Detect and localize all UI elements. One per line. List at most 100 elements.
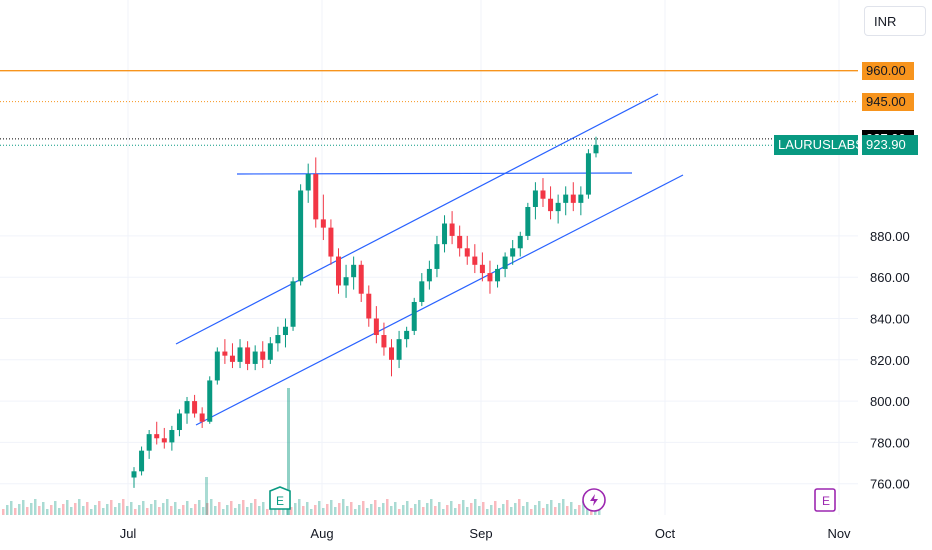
- candle-body[interactable]: [373, 318, 379, 336]
- candle-body[interactable]: [419, 281, 425, 302]
- candle-body[interactable]: [472, 256, 478, 265]
- volume-bar: [194, 504, 197, 515]
- volume-bar: [526, 502, 529, 515]
- candle-body[interactable]: [358, 264, 364, 294]
- candle-body[interactable]: [252, 351, 258, 364]
- candle-body[interactable]: [495, 268, 501, 282]
- y-tick-label: 780.00: [870, 435, 910, 450]
- volume-bar: [74, 503, 77, 515]
- volume-bar: [394, 502, 397, 515]
- candle-body[interactable]: [192, 401, 198, 414]
- candle-body[interactable]: [335, 256, 341, 286]
- candle-body[interactable]: [366, 293, 372, 319]
- candle-body[interactable]: [290, 281, 296, 327]
- candle-body[interactable]: [222, 351, 228, 356]
- volume-bar: [334, 507, 337, 515]
- volume-bar: [474, 499, 477, 515]
- resistance-line[interactable]: [236, 172, 633, 175]
- candle-body[interactable]: [131, 471, 137, 478]
- volume-bar: [418, 500, 421, 515]
- candle-body[interactable]: [305, 173, 311, 191]
- candle-body[interactable]: [267, 343, 273, 360]
- y-tick-label: 880.00: [870, 229, 910, 244]
- volume-bar: [390, 506, 393, 515]
- candle-body[interactable]: [260, 351, 266, 360]
- candle-body[interactable]: [464, 248, 470, 257]
- candle-body[interactable]: [328, 227, 334, 257]
- candle-body[interactable]: [146, 434, 152, 451]
- candle-body[interactable]: [517, 235, 523, 249]
- volume-bar: [398, 509, 401, 515]
- volume-bar: [18, 504, 21, 515]
- candle-body[interactable]: [525, 206, 531, 236]
- candle-body[interactable]: [229, 355, 235, 362]
- candle-body[interactable]: [396, 339, 402, 360]
- dividend-icon[interactable]: [582, 488, 606, 512]
- candle-body[interactable]: [442, 223, 448, 245]
- candle-body[interactable]: [161, 438, 167, 443]
- candle-body[interactable]: [532, 190, 538, 207]
- volume-bar: [46, 509, 49, 515]
- earnings-icon[interactable]: E: [269, 486, 291, 510]
- volume-bar: [258, 506, 261, 515]
- candle-body[interactable]: [548, 198, 554, 212]
- candle-body[interactable]: [199, 413, 205, 422]
- candle-body[interactable]: [207, 380, 213, 422]
- candle-body[interactable]: [487, 273, 493, 282]
- svg-text:E: E: [276, 494, 284, 508]
- candle-body[interactable]: [502, 256, 508, 269]
- volume-bar: [554, 507, 557, 515]
- volume-bar: [146, 508, 149, 515]
- candle-body[interactable]: [381, 335, 387, 348]
- candle-body[interactable]: [139, 450, 145, 472]
- candle-body[interactable]: [275, 335, 281, 344]
- candle-body[interactable]: [245, 347, 251, 364]
- volume-bar: [570, 502, 573, 515]
- candle-body[interactable]: [434, 244, 440, 269]
- candle-body[interactable]: [555, 202, 561, 212]
- volume-bar: [438, 502, 441, 515]
- candle-body[interactable]: [169, 430, 175, 443]
- candle-body[interactable]: [298, 190, 304, 282]
- volume-bar: [94, 505, 97, 515]
- candle-body[interactable]: [593, 145, 599, 154]
- candle-body[interactable]: [457, 235, 463, 249]
- candle-body[interactable]: [237, 347, 243, 362]
- volume-bar: [542, 508, 545, 515]
- candle-body[interactable]: [578, 194, 584, 203]
- volume-bar: [186, 501, 189, 515]
- candle-body[interactable]: [313, 173, 319, 220]
- candle-body[interactable]: [343, 277, 349, 286]
- candle-body[interactable]: [570, 194, 576, 203]
- candle-body[interactable]: [351, 264, 357, 278]
- candle-body[interactable]: [563, 194, 569, 203]
- trendlines[interactable]: [175, 93, 684, 426]
- volume-bar: [366, 508, 369, 515]
- currency-selector[interactable]: INR: [864, 6, 926, 36]
- candle-body[interactable]: [449, 223, 455, 236]
- candle-body[interactable]: [510, 248, 516, 257]
- candle-body[interactable]: [176, 413, 182, 431]
- earnings-upcoming-icon[interactable]: E: [814, 488, 836, 512]
- candle-body[interactable]: [282, 326, 288, 336]
- volume-bar: [254, 499, 257, 515]
- candle-body[interactable]: [540, 190, 546, 199]
- volume-bar: [378, 507, 381, 515]
- y-tick-label: 760.00: [870, 477, 910, 492]
- candle-body[interactable]: [154, 434, 160, 439]
- candle-body[interactable]: [320, 219, 326, 228]
- candle-body[interactable]: [184, 401, 190, 414]
- volume-bar: [350, 502, 353, 515]
- channel-lower-trendline[interactable]: [195, 174, 684, 426]
- candle-body[interactable]: [404, 330, 410, 340]
- channel-upper-trendline[interactable]: [175, 93, 659, 345]
- candle-body[interactable]: [426, 268, 432, 282]
- candle-body[interactable]: [479, 264, 485, 274]
- candle-body[interactable]: [214, 351, 220, 381]
- volume-bar: [346, 506, 349, 515]
- candle-body[interactable]: [585, 153, 591, 195]
- candle-body[interactable]: [389, 347, 395, 360]
- candle-body[interactable]: [411, 301, 417, 331]
- volume-bar: [402, 505, 405, 515]
